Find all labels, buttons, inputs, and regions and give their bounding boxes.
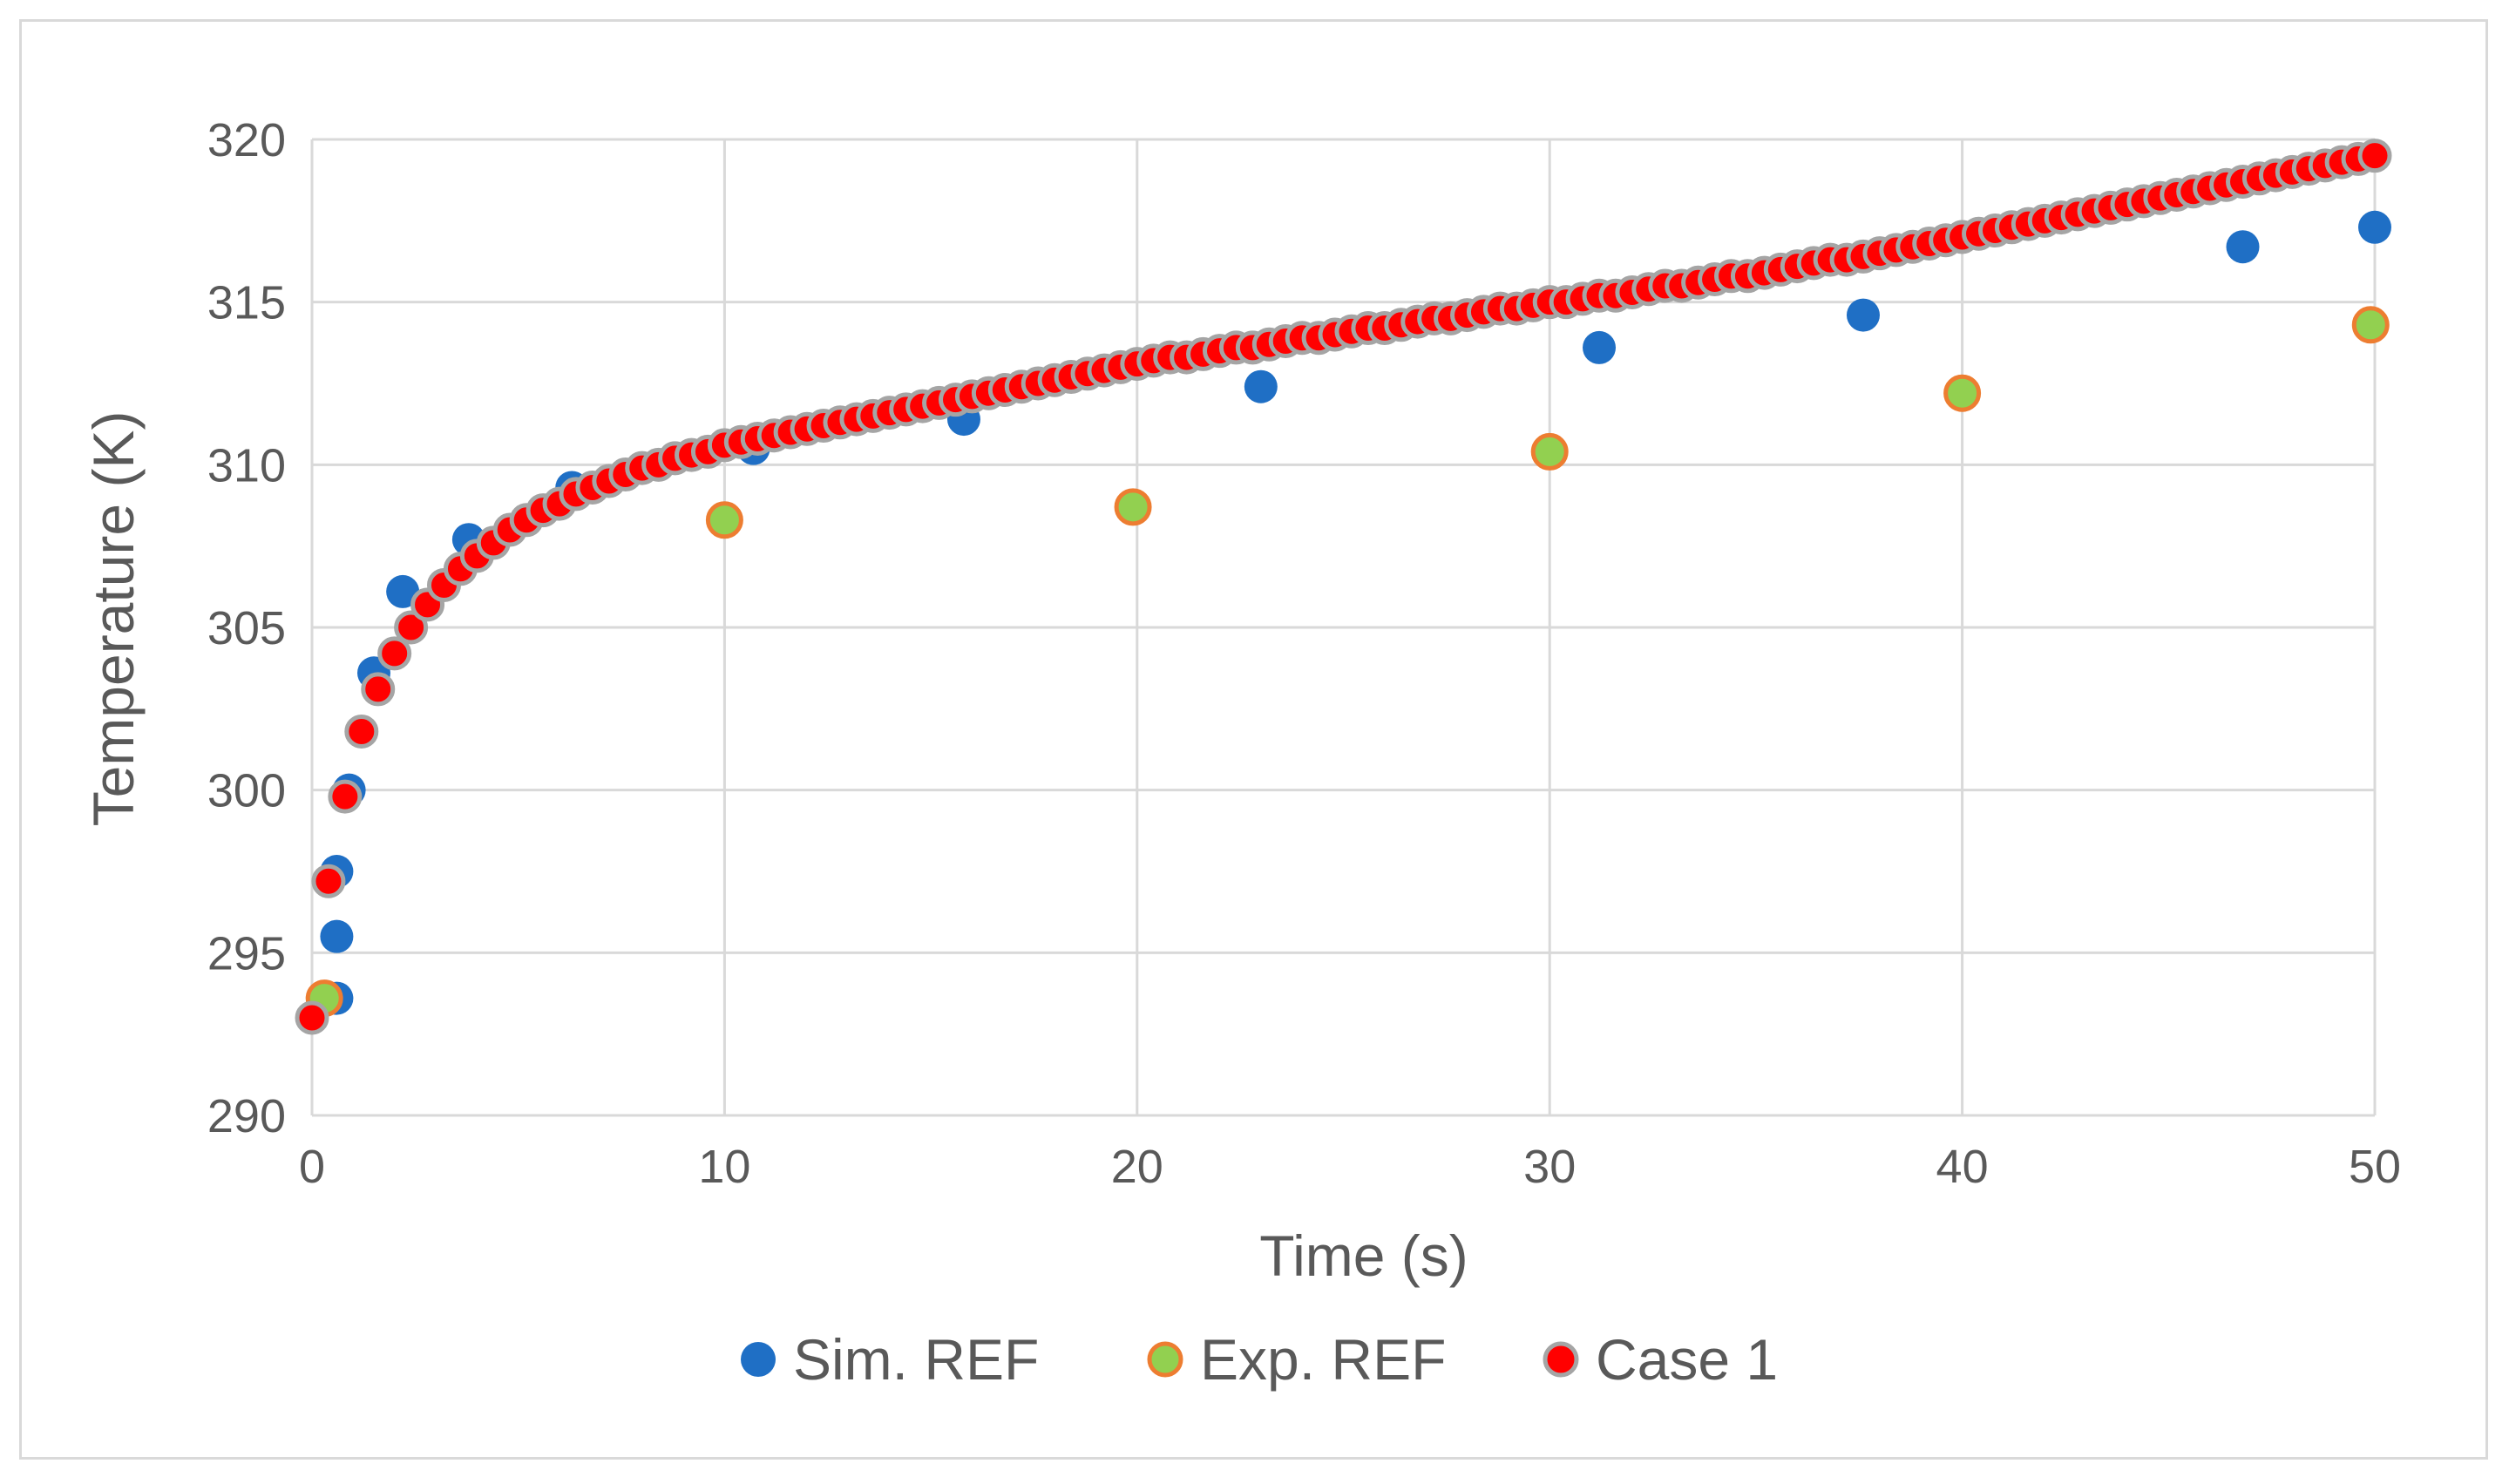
legend-marker [1147,1341,1183,1378]
data-point [2358,210,2391,244]
data-points-layer [295,139,2392,1035]
data-point [361,672,396,707]
data-point [1846,298,1880,332]
legend-label: Case 1 [1596,1327,1778,1392]
data-point [295,1000,329,1035]
legend-label: Exp. REF [1200,1327,1446,1392]
y-tick-label: 305 [207,602,286,654]
chart-frame: 290 295 300 305 310 315 320 0 10 20 30 40 50 Time (s… [19,19,2488,1460]
data-point [344,714,379,749]
data-point [328,779,363,814]
x-tick-label: 30 [1523,1141,1576,1193]
data-point [2357,139,2392,173]
x-tick-label: 10 [698,1141,750,1193]
x-tick-label: 0 [299,1141,325,1193]
legend-label: Sim. REF [793,1327,1039,1392]
x-tick-label: 20 [1111,1141,1163,1193]
legend-marker [741,1342,776,1377]
legend-item: Sim. REF [741,1327,1039,1392]
grid-layer [310,138,2377,1117]
data-point [394,610,429,645]
y-tick-label: 320 [207,114,286,166]
x-tick-label: 40 [1936,1141,1989,1193]
data-point [311,864,346,898]
x-axis-title: Time (s) [1259,1223,1468,1288]
legend-item: Exp. REF [1147,1327,1446,1392]
data-point [1943,374,1982,412]
data-point [1530,432,1569,471]
y-tick-label: 310 [207,439,286,491]
series-exp-ref [305,306,2390,1018]
legend: Sim. REF Exp. REF Case 1 [741,1327,1778,1392]
legend-item: Case 1 [1543,1327,1778,1392]
chart-svg: 290 295 300 305 310 315 320 0 10 20 30 40 50 Time (s… [81,114,2401,1392]
data-point [1114,488,1152,526]
data-point [377,636,412,671]
legend-marker [1543,1341,1579,1378]
y-tick-label: 290 [207,1090,286,1142]
series-case-1 [295,139,2392,1035]
data-point [2351,306,2390,344]
y-tick-label: 295 [207,927,286,979]
tick-label-layer: 290 295 300 305 310 315 320 0 10 20 30 40 50 [207,114,2401,1193]
data-point [2226,230,2260,264]
y-tick-label: 300 [207,765,286,817]
data-point [320,919,354,953]
data-point [1244,369,1278,403]
data-point [705,501,743,539]
y-tick-label: 315 [207,277,286,329]
y-axis-title: Temperature (K) [81,411,146,827]
x-tick-label: 50 [2349,1141,2401,1193]
data-point [1583,330,1617,364]
data-point [386,574,420,608]
